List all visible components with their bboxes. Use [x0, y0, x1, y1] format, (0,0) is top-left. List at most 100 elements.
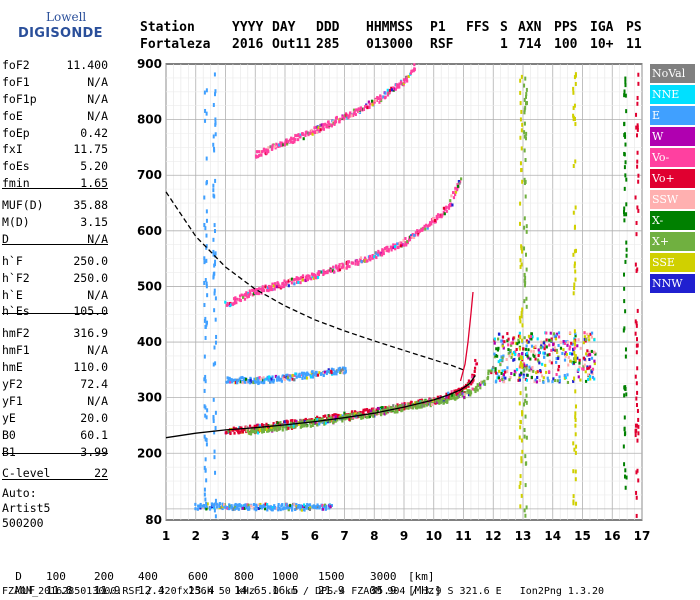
echo-point	[425, 403, 429, 407]
echo-point	[241, 295, 245, 299]
echo-point	[328, 414, 331, 418]
echo-point	[265, 422, 268, 426]
echo-point	[441, 396, 444, 400]
echo-point	[308, 507, 312, 511]
echo-point	[373, 410, 376, 414]
param-value: 250.0	[73, 253, 108, 268]
echo-point	[436, 216, 439, 220]
echo-point	[302, 421, 305, 425]
echo-point	[557, 356, 560, 360]
echo-point	[300, 422, 303, 426]
echo-point	[300, 132, 304, 136]
ionogram-parameters: foF2 11.400 foF1 N/A foF1p N/A foE N/A foEp 0.42 f…	[2, 58, 108, 483]
echo-point	[578, 358, 581, 362]
echo-point	[521, 323, 524, 328]
echo-point	[358, 415, 361, 419]
echo-point	[509, 349, 512, 353]
echo-point	[277, 144, 280, 148]
echo-point	[293, 140, 296, 144]
echo-point	[400, 408, 404, 412]
echo-point	[356, 109, 360, 113]
echo-point	[450, 194, 453, 198]
echo-point	[358, 108, 361, 112]
echo-point	[212, 414, 215, 419]
echo-point	[332, 416, 336, 420]
echo-point	[490, 369, 493, 373]
echo-point	[326, 419, 329, 423]
echo-point	[395, 406, 398, 410]
echo-point	[316, 503, 319, 507]
echo-point	[272, 143, 275, 147]
echo-point	[222, 505, 225, 509]
echo-point	[304, 422, 307, 426]
echo-point	[261, 285, 264, 289]
echo-point	[323, 421, 326, 425]
echo-point	[325, 505, 328, 509]
echo-point	[247, 504, 250, 508]
echo-point	[261, 150, 264, 154]
echo-point	[265, 148, 268, 152]
echo-point	[392, 88, 395, 92]
echo-point	[259, 287, 262, 291]
echo-point	[574, 82, 577, 87]
echo-point	[322, 269, 325, 273]
echo-point	[357, 262, 360, 266]
echo-point	[253, 427, 257, 431]
echo-point	[213, 223, 216, 228]
param-value: 0.42	[80, 125, 108, 140]
echo-point	[563, 342, 566, 346]
echo-point	[576, 356, 579, 360]
echo-point	[426, 402, 429, 406]
echo-point	[527, 348, 530, 352]
echo-point	[498, 379, 502, 383]
echo-point	[269, 426, 272, 430]
echo-point	[360, 108, 363, 112]
echo-point	[522, 347, 525, 351]
echo-point	[636, 159, 639, 164]
echo-point	[331, 413, 334, 417]
echo-point	[258, 426, 261, 430]
echo-point	[419, 400, 422, 404]
echo-point	[270, 506, 274, 510]
echo-point	[282, 376, 285, 380]
echo-point	[354, 113, 357, 117]
echo-point	[205, 233, 208, 238]
echo-point	[214, 426, 217, 431]
echo-point	[432, 217, 435, 221]
echo-point	[333, 413, 336, 417]
echo-point	[204, 316, 207, 321]
echo-point	[547, 379, 550, 383]
echo-point	[300, 508, 303, 512]
echo-point	[577, 368, 580, 372]
echo-point	[257, 507, 260, 511]
echo-point	[443, 212, 446, 216]
echo-point	[384, 409, 387, 413]
echo-point	[636, 127, 639, 132]
echo-point	[300, 504, 303, 508]
x-tick-label: 9	[400, 529, 408, 543]
echo-point	[519, 264, 522, 269]
echo-point	[525, 505, 528, 510]
legend-entry: NNE	[650, 85, 695, 104]
echo-point	[368, 255, 371, 259]
echo-point	[305, 131, 308, 135]
echo-point	[254, 430, 258, 434]
echo-point	[316, 131, 319, 135]
echo-point	[523, 336, 526, 340]
legend-entry: SSE	[650, 253, 695, 272]
echo-point	[534, 345, 537, 349]
echo-point	[554, 337, 558, 341]
echo-point	[389, 407, 392, 411]
echo-point	[622, 444, 625, 449]
echo-point	[267, 377, 270, 381]
echo-point	[548, 370, 551, 374]
echo-point	[430, 221, 433, 225]
echo-point	[256, 430, 259, 434]
echo-point	[341, 419, 344, 423]
echo-point	[519, 258, 522, 263]
echo-point	[229, 504, 232, 508]
echo-point	[245, 426, 248, 430]
echo-point	[288, 378, 291, 382]
echo-point	[213, 502, 216, 506]
echo-point	[330, 268, 333, 272]
